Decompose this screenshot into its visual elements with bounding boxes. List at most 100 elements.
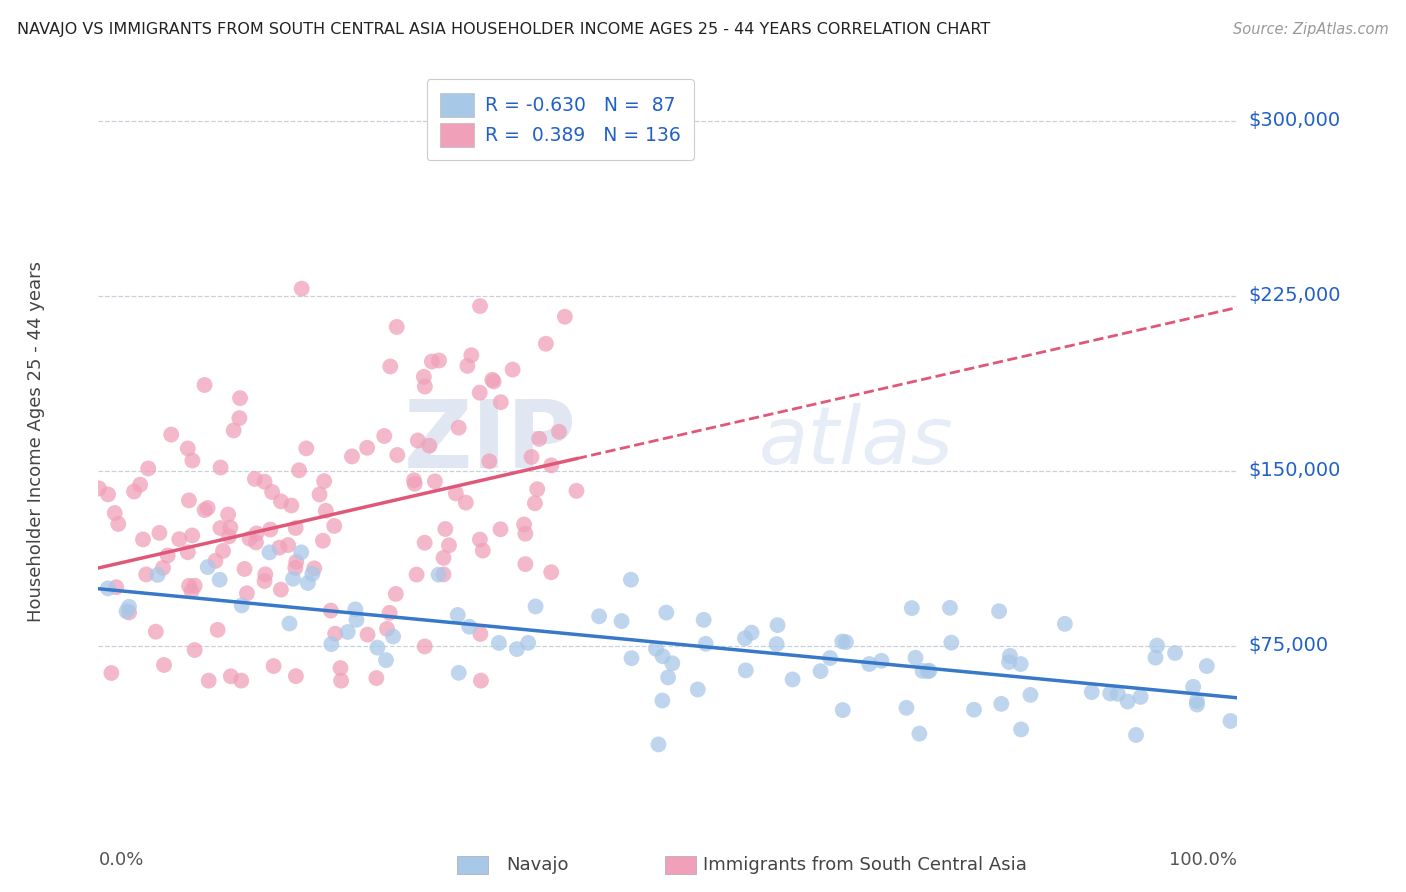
Point (941, 635, 963, 649)
Point (181, 453, 204, 467)
Point (97, 582, 120, 596)
Point (152, 561, 174, 575)
Point (1144, 650, 1167, 665)
Point (454, 495, 477, 509)
Point (312, 533, 335, 548)
Point (270, 494, 292, 508)
Point (344, 602, 367, 616)
Point (284, 669, 307, 683)
Point (105, 580, 128, 594)
Point (1182, 680, 1205, 694)
Point (177, 493, 200, 508)
Point (375, 622, 398, 636)
Text: ZIP: ZIP (404, 395, 576, 488)
Point (468, 299, 491, 313)
Point (911, 664, 934, 678)
Text: Immigrants from South Central Asia: Immigrants from South Central Asia (703, 856, 1026, 874)
Point (468, 533, 491, 547)
Point (517, 636, 540, 650)
Point (481, 373, 503, 387)
Point (193, 378, 215, 392)
Point (990, 697, 1012, 711)
Point (471, 543, 494, 558)
Text: $150,000: $150,000 (1249, 461, 1341, 480)
Point (412, 369, 434, 384)
Point (478, 454, 501, 468)
Point (87, 482, 110, 496)
Point (534, 336, 557, 351)
Legend: R = -0.630   N =  87, R =  0.389   N = 136: R = -0.630 N = 87, R = 0.389 N = 136 (426, 79, 693, 161)
Point (695, 637, 717, 651)
Point (208, 573, 231, 587)
Point (447, 665, 470, 680)
Point (1164, 646, 1187, 660)
Point (380, 359, 402, 374)
Point (489, 522, 512, 536)
Point (323, 519, 346, 533)
Point (231, 673, 253, 688)
Point (180, 584, 202, 599)
Point (288, 463, 311, 477)
Point (323, 626, 346, 640)
Point (222, 424, 245, 438)
Point (692, 613, 714, 627)
Point (378, 606, 401, 620)
Point (136, 461, 159, 475)
Point (447, 420, 470, 434)
Point (1010, 723, 1032, 737)
Point (904, 650, 927, 665)
Text: Source: ZipAtlas.com: Source: ZipAtlas.com (1233, 22, 1389, 37)
Point (278, 616, 301, 631)
Point (963, 703, 986, 717)
Point (810, 664, 832, 678)
Point (520, 450, 543, 464)
Point (280, 499, 302, 513)
Point (1185, 698, 1208, 712)
Point (245, 535, 267, 549)
Point (336, 624, 359, 639)
Point (470, 627, 492, 641)
Point (420, 354, 443, 368)
Point (427, 567, 450, 582)
Point (356, 627, 378, 641)
Point (329, 661, 352, 675)
Point (620, 573, 643, 587)
Point (432, 550, 454, 565)
Point (209, 460, 232, 475)
Point (253, 475, 276, 489)
Point (766, 618, 789, 632)
Text: atlas: atlas (759, 402, 953, 481)
Point (548, 425, 571, 439)
Point (262, 485, 284, 500)
Point (1219, 714, 1241, 728)
Point (645, 641, 668, 656)
Point (263, 659, 285, 673)
Point (118, 599, 141, 614)
Point (375, 653, 398, 667)
Point (515, 557, 537, 571)
Point (502, 362, 524, 376)
Point (132, 533, 155, 547)
Point (197, 560, 219, 574)
Point (385, 587, 408, 601)
Point (284, 521, 307, 535)
Point (998, 648, 1021, 663)
Point (404, 476, 426, 491)
Text: 0.0%: 0.0% (98, 851, 143, 869)
Point (554, 310, 576, 324)
Point (167, 532, 190, 546)
Point (281, 572, 304, 586)
Point (346, 613, 368, 627)
Point (218, 529, 240, 543)
Point (526, 482, 548, 496)
Point (148, 525, 170, 540)
Point (122, 484, 145, 499)
Point (432, 567, 454, 582)
Point (988, 604, 1011, 618)
Point (153, 658, 176, 673)
Point (515, 526, 537, 541)
Point (917, 665, 939, 679)
Point (1125, 728, 1147, 742)
Point (277, 538, 299, 552)
Point (129, 477, 152, 491)
